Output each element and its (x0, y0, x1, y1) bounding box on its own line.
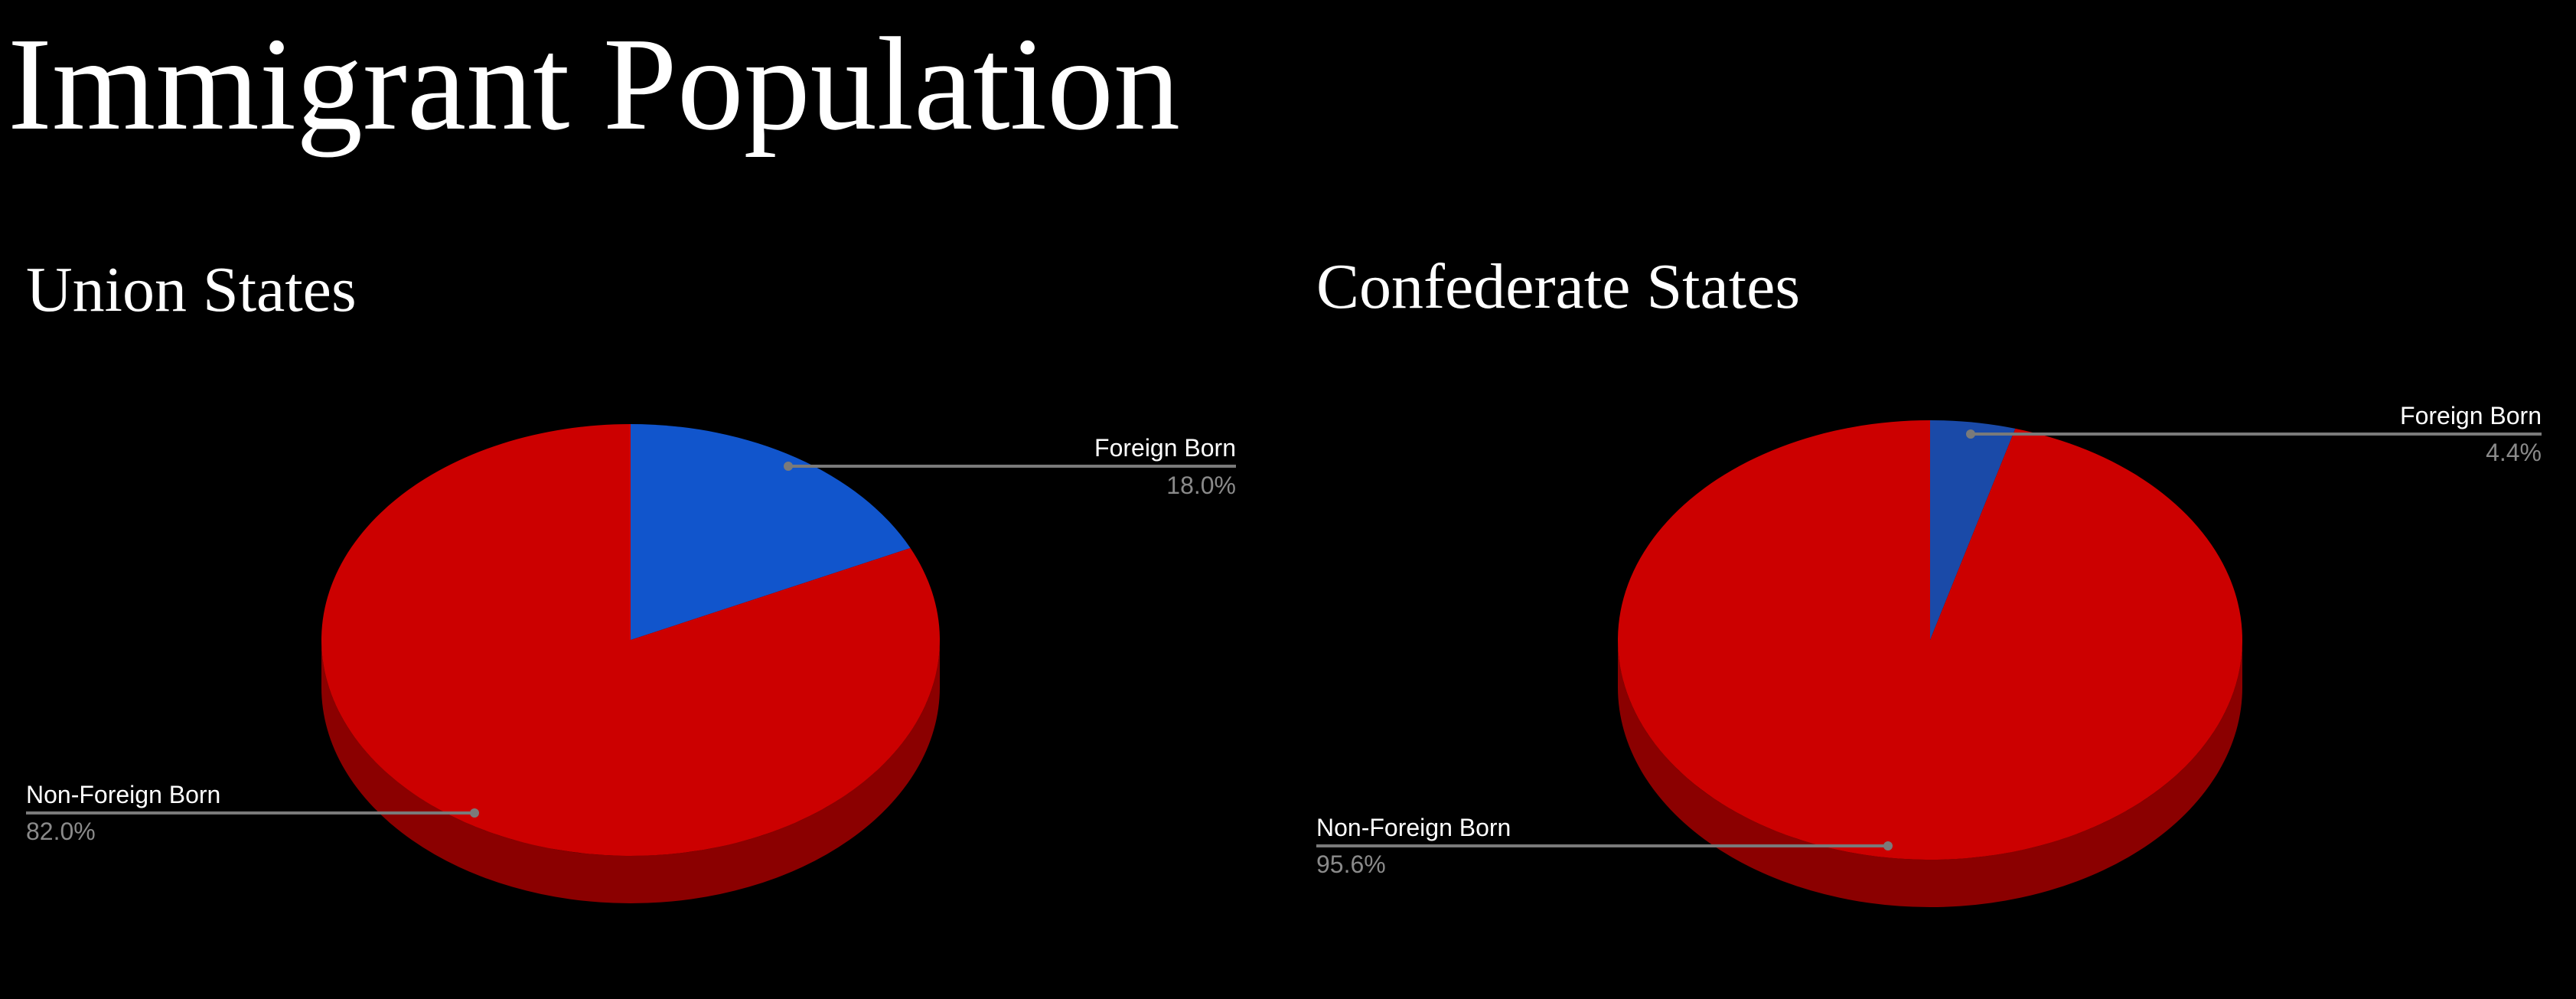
foreign-born-label: Foreign Born (1094, 434, 1236, 462)
confederate-states-chart-title: Confederate States (1316, 251, 1800, 322)
foreign-born-percent: 4.4% (2486, 439, 2542, 466)
confederate-states-pie (1618, 420, 2243, 907)
confederate-states-chart: Confederate States Foreign Born 4.4% Non… (1316, 251, 2542, 907)
foreign-born-slice (1930, 420, 2016, 640)
non-foreign-born-leader-dot (1883, 841, 1893, 850)
slide-title: Immigrant Population (8, 10, 1180, 158)
union-states-labels: Foreign Born 18.0% Non-Foreign Born 82.0… (26, 434, 1236, 845)
confederate-states-labels: Foreign Born 4.4% Non-Foreign Born 95.6% (1316, 402, 2542, 878)
foreign-born-label: Foreign Born (2400, 402, 2542, 429)
union-states-pie (321, 424, 940, 903)
non-foreign-born-slice (321, 424, 940, 856)
pie-side (1618, 640, 2242, 907)
foreign-born-leader-dot (1966, 429, 1975, 439)
non-foreign-born-label: Non-Foreign Born (26, 781, 220, 808)
non-foreign-born-leader-dot (470, 808, 479, 818)
non-foreign-born-slice (1618, 420, 2243, 860)
non-foreign-born-percent: 82.0% (26, 818, 96, 845)
foreign-born-percent: 18.0% (1166, 472, 1236, 499)
pie-side (321, 640, 940, 903)
union-states-chart-title: Union States (26, 254, 357, 325)
foreign-born-slice (631, 424, 911, 640)
non-foreign-born-percent: 95.6% (1316, 850, 1386, 878)
foreign-born-leader-dot (784, 462, 793, 471)
non-foreign-born-label: Non-Foreign Born (1316, 814, 1511, 841)
union-states-chart: Union States Foreign Born 18.0% Non-Fore… (26, 254, 1236, 903)
